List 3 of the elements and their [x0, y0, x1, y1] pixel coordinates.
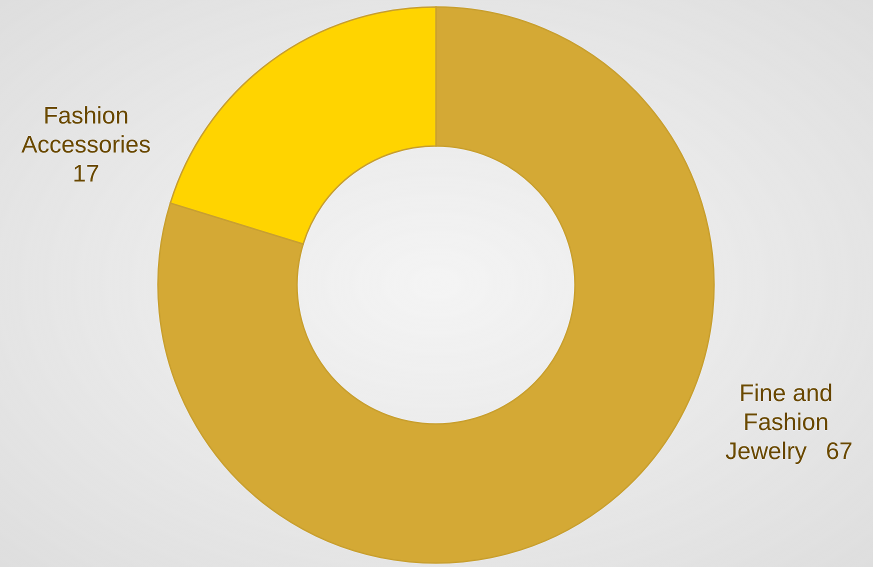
donut-slice	[158, 6, 715, 564]
slice-label: Fashion Accessories	[21, 102, 151, 159]
data-label: 17	[72, 160, 100, 188]
